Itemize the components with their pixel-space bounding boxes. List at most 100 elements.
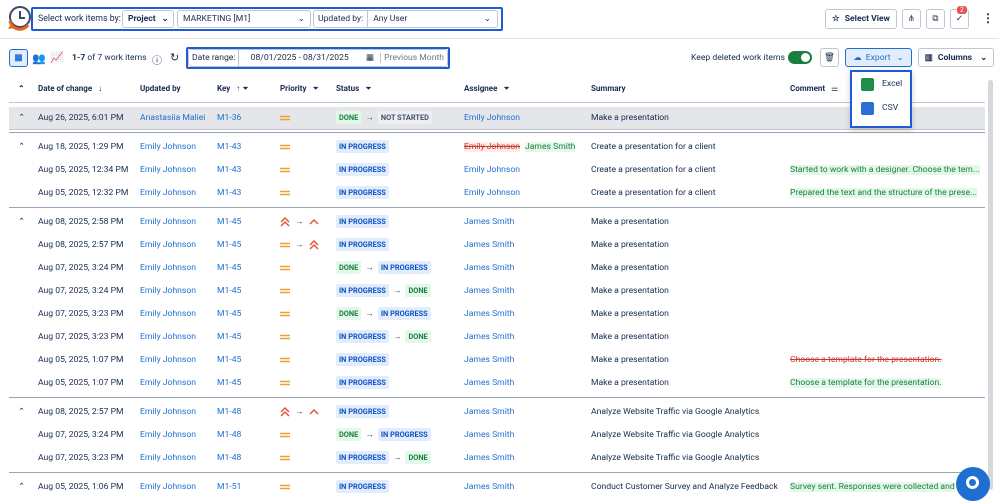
change-arrow: → [365, 309, 374, 319]
table-row[interactable]: ⌃Aug 18, 2025, 1:29 PMEmily JohnsonM1-43… [9, 136, 985, 159]
comment: Prepared the text and the structure of t… [790, 188, 977, 198]
column-header[interactable]: Status⏷ [336, 84, 372, 94]
table-row[interactable]: ⌃Aug 08, 2025, 2:57 PMEmily JohnsonM1-48… [9, 401, 985, 424]
table-row[interactable]: Aug 07, 2025, 3:23 PMEmily JohnsonM1-45I… [9, 326, 985, 349]
expand-toggle[interactable]: ⌃ [18, 211, 25, 234]
summary-cell: Make a presentation [591, 234, 669, 257]
export-option[interactable]: Excel [852, 72, 910, 96]
copy-button[interactable]: ⧉ [926, 9, 945, 29]
updated-by-cell: Emily Johnson [140, 182, 196, 205]
date-cell: Aug 08, 2025, 2:57 PM [38, 234, 124, 257]
share-button[interactable]: ⋔ [902, 9, 921, 29]
table-row[interactable]: Aug 07, 2025, 3:24 PMEmily JohnsonM1-48D… [9, 424, 985, 447]
table-row[interactable]: Aug 05, 2025, 12:32 PMEmily JohnsonM1-43… [9, 182, 985, 205]
updated-by-cell: Emily Johnson [140, 424, 196, 447]
updated-by-cell: Emily Johnson [140, 211, 196, 234]
status-cell: IN PROGRESS [336, 182, 389, 205]
date-cell: Aug 07, 2025, 3:24 PM [38, 257, 124, 280]
help-button[interactable] [956, 467, 990, 501]
assignee: James Smith [464, 286, 514, 296]
column-header[interactable]: Updated by [140, 84, 181, 93]
column-header[interactable]: Key↑ ⏷ [217, 84, 249, 94]
column-header[interactable]: Comment⚌ [790, 84, 838, 93]
export-button[interactable]: ☁Export⌄ [845, 48, 912, 67]
key-cell: M1-43 [217, 182, 241, 205]
column-header[interactable]: Priority⏷ [280, 84, 319, 94]
change-arrow: → [365, 263, 374, 273]
updated-by-cell: Emily Johnson [140, 303, 196, 326]
column-header[interactable]: Assignee⏷ [464, 84, 510, 94]
priority-cell [279, 372, 291, 395]
date-cell: Aug 07, 2025, 3:24 PM [38, 424, 124, 447]
key-cell: M1-45 [217, 303, 241, 326]
group-separator [9, 207, 985, 208]
status-cell: DONE→NOT STARTED [336, 107, 432, 130]
assignee: James Smith [464, 453, 514, 463]
table-row[interactable]: Aug 07, 2025, 3:24 PMEmily JohnsonM1-45D… [9, 257, 985, 280]
more-button[interactable]: ⋮ [982, 11, 994, 25]
updated-by-cell: Emily Johnson [140, 136, 196, 159]
status-badge: IN PROGRESS [336, 480, 389, 493]
key-cell: M1-48 [217, 447, 241, 470]
column-header-label: Status [336, 84, 359, 93]
scrollbar[interactable] [988, 80, 993, 490]
keep-deleted-toggle[interactable] [788, 51, 812, 64]
summary-cell: Make a presentation [591, 257, 669, 280]
status-badge: IN PROGRESS [336, 238, 389, 251]
table-row[interactable]: Aug 07, 2025, 3:24 PMEmily JohnsonM1-45I… [9, 280, 985, 303]
expand-toggle[interactable]: ⌃ [18, 401, 25, 424]
refresh-button[interactable]: ↻ [170, 51, 179, 64]
date-range[interactable]: Date range:08/01/2025 - 08/31/2025▦Previ… [188, 49, 448, 67]
columns-button[interactable]: ▥Columns⌄ [918, 48, 994, 67]
column-header[interactable]: Date of change↓ [38, 84, 102, 93]
status-cell: IN PROGRESS [336, 159, 389, 182]
table-view-button[interactable]: ▦ [9, 49, 28, 67]
expand-toggle[interactable]: ⌃ [18, 107, 25, 130]
column-header-label: Key [217, 84, 230, 93]
column-header[interactable]: Summary [591, 84, 626, 93]
export-option[interactable]: CSV [852, 96, 910, 120]
table-row[interactable]: ⌃Aug 08, 2025, 2:58 PMEmily JohnsonM1-45… [9, 211, 985, 234]
table-row[interactable]: ⌃Aug 26, 2025, 6:01 PMAnastasiia MalieiM… [9, 107, 985, 130]
table-row[interactable]: Aug 07, 2025, 3:23 PMEmily JohnsonM1-45D… [9, 303, 985, 326]
summary-cell: Create a presentation for a client [591, 159, 716, 182]
status-cell: DONE→IN PROGRESS [336, 303, 431, 326]
priority-cell [279, 280, 291, 303]
columns-label: Columns [938, 53, 972, 63]
table-row[interactable]: Aug 05, 2025, 1:07 PMEmily JohnsonM1-45I… [9, 372, 985, 395]
table-row[interactable]: Aug 05, 2025, 12:34 PMEmily JohnsonM1-43… [9, 159, 985, 182]
priority-cell: → [279, 211, 320, 234]
expand-toggle[interactable]: ⌃ [18, 476, 25, 499]
select-dropdown[interactable]: Project⌄ [122, 10, 174, 28]
delete-button[interactable]: 🗑 [820, 48, 839, 67]
updated-dropdown[interactable]: Updated by:Any User⌄ [313, 10, 498, 28]
date-cell: Aug 18, 2025, 1:29 PM [38, 136, 124, 159]
status-badge: DONE [405, 451, 430, 464]
status-badge: DONE [336, 428, 361, 441]
assignee-cell: Emily JohnsonJames Smith [464, 136, 575, 159]
status-badge: IN PROGRESS [378, 307, 431, 320]
updated-by-cell: Emily Johnson [140, 349, 196, 372]
table-row[interactable]: Aug 05, 2025, 1:07 PMEmily JohnsonM1-45I… [9, 349, 985, 372]
assignee: James Smith [464, 430, 514, 440]
priority-icon [279, 453, 291, 463]
notification-badge: 2 [957, 6, 967, 14]
table-row[interactable]: ⌃Aug 05, 2025, 1:06 PMEmily JohnsonM1-51… [9, 476, 985, 499]
date-cell: Aug 07, 2025, 3:23 PM [38, 303, 124, 326]
project-dropdown[interactable]: MARKETING [M1]⌄ [177, 10, 311, 28]
collapse-all[interactable]: ⌃ [18, 84, 25, 93]
table-row[interactable]: Aug 08, 2025, 2:57 PMEmily JohnsonM1-45→… [9, 234, 985, 257]
table-row[interactable]: Aug 07, 2025, 3:23 PMEmily JohnsonM1-48I… [9, 447, 985, 470]
expand-toggle[interactable]: ⌃ [18, 136, 25, 159]
assignee-cell: Emily Johnson [464, 182, 520, 205]
date-cell: Aug 05, 2025, 1:06 PM [38, 476, 124, 499]
group-view-button[interactable]: 👥 [32, 52, 46, 65]
date-preset[interactable]: Previous Month [381, 53, 447, 63]
assignee-cell: James Smith [464, 372, 514, 395]
date-value: 08/01/2025 - 08/31/2025 [239, 53, 360, 63]
chart-view-button[interactable]: 📈 [50, 51, 64, 64]
updated-by-cell: Emily Johnson [140, 234, 196, 257]
assignee: James Smith [464, 482, 514, 492]
select-view-button[interactable]: ☆Select View [825, 9, 897, 29]
updated-by-cell: Emily Johnson [140, 326, 196, 349]
